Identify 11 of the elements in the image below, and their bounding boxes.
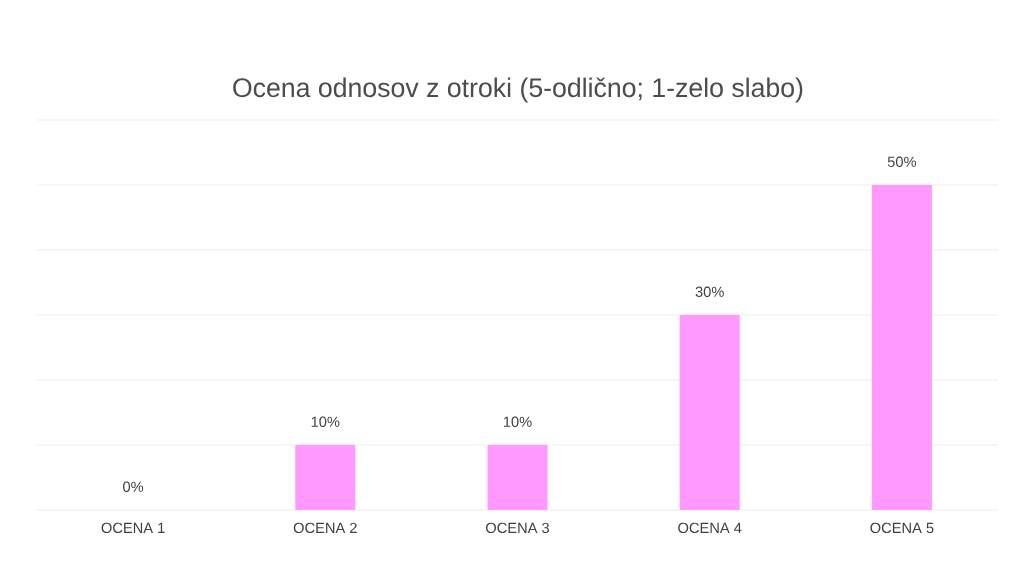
- x-tick-label: OCENA 2: [293, 522, 357, 534]
- data-label: 10%: [503, 416, 532, 427]
- data-label: 0%: [123, 481, 144, 492]
- x-tick-label: OCENA 4: [678, 522, 742, 534]
- chart-title: Ocena odnosov z otroki (5-odlično; 1-zelo slabo): [233, 77, 803, 103]
- x-tick-label: OCENA 1: [101, 522, 165, 534]
- data-label: 10%: [311, 416, 340, 427]
- x-tick-label: OCENA 3: [486, 522, 550, 534]
- x-tick-label: OCENA 5: [870, 522, 934, 534]
- data-label: 50%: [887, 156, 917, 167]
- data-label: 30%: [695, 286, 724, 297]
